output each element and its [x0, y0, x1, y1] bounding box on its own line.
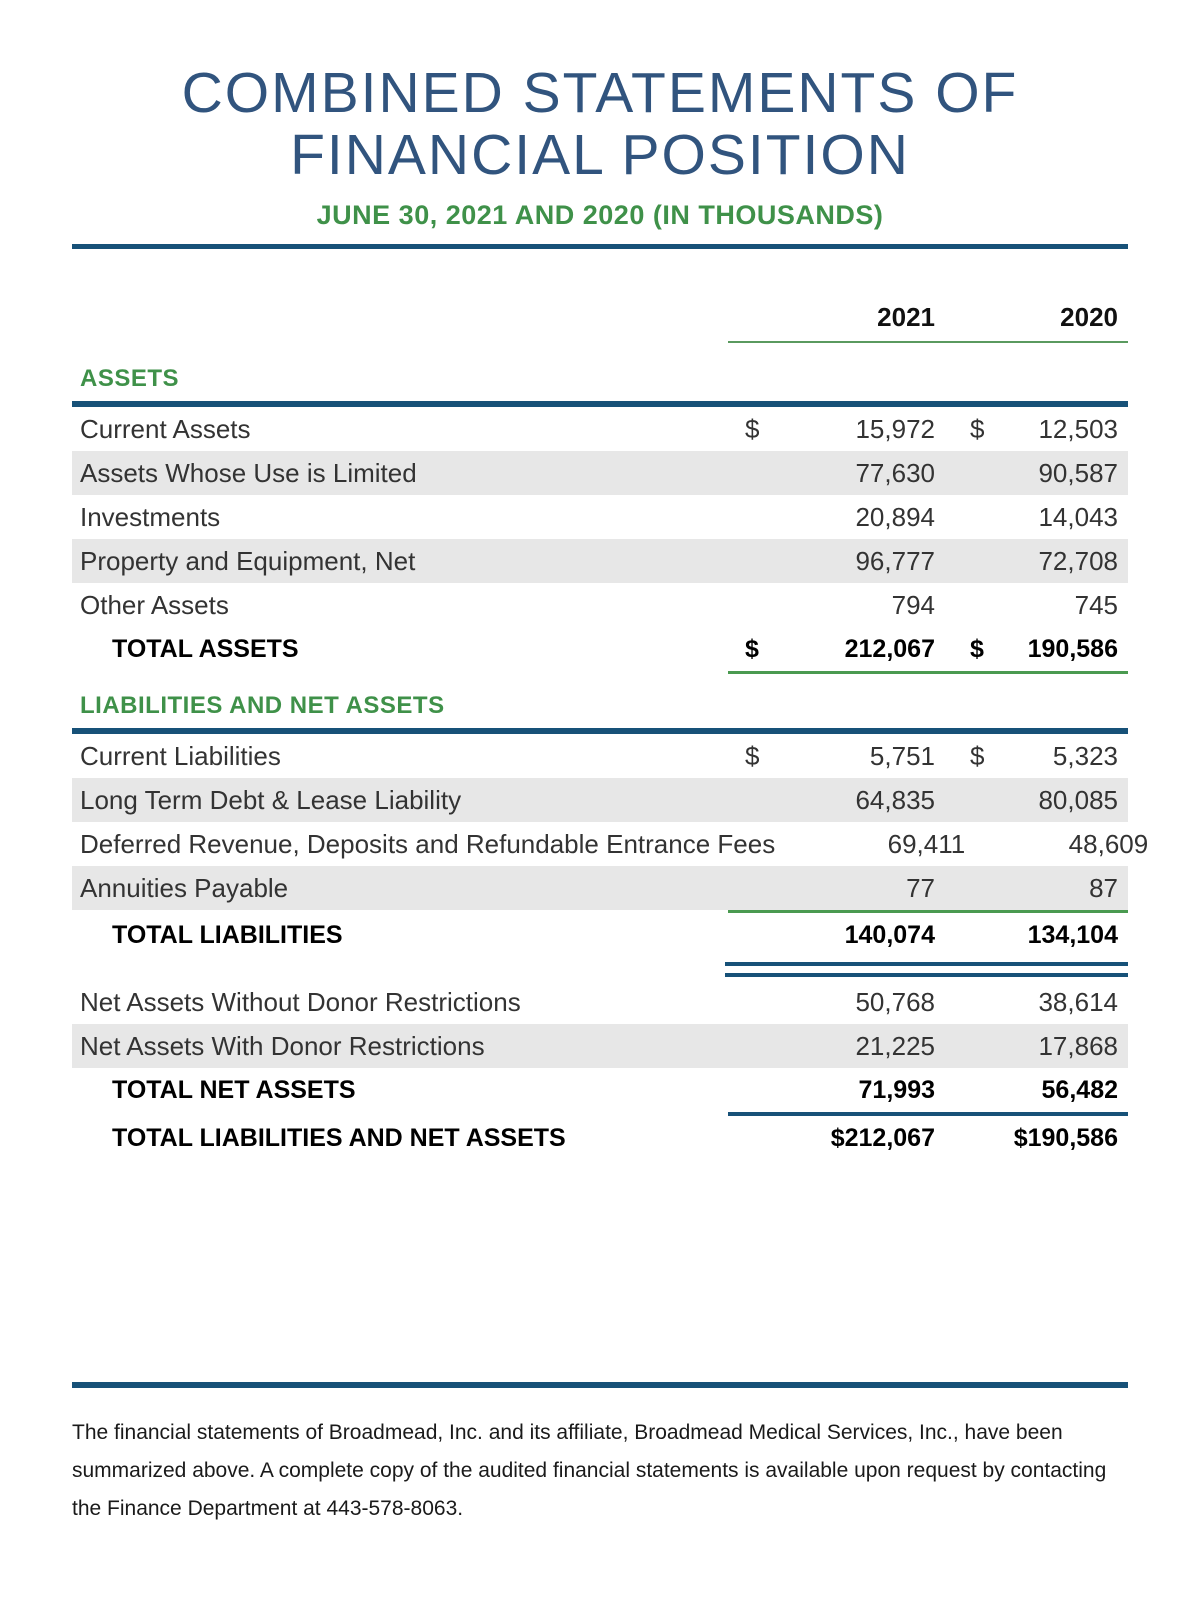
- page-title-line1: COMBINED STATEMENTS OF: [181, 61, 1019, 125]
- currency-symbol: $: [745, 413, 760, 444]
- assets-section-header: ASSETS: [80, 365, 180, 392]
- row-label: Current Assets: [80, 413, 251, 444]
- row-label: Property and Equipment, Net: [80, 545, 416, 576]
- total-liabilities-and-net-assets-row: TOTAL LIABILITIES AND NET ASSETS $212,06…: [72, 1116, 1128, 1160]
- value-2020: 17,868: [1038, 1030, 1118, 1061]
- page-subtitle: JUNE 30, 2021 AND 2020 (IN THOUSANDS): [316, 200, 884, 230]
- header-divider: [72, 244, 1128, 249]
- row-label: TOTAL NET ASSETS: [112, 1075, 356, 1104]
- value-2021: 69,411: [887, 828, 966, 859]
- footer-divider: [72, 1382, 1128, 1388]
- value-2021: 77: [906, 872, 935, 903]
- financial-statement-page: COMBINED STATEMENTS OF FINANCIAL POSITIO…: [0, 62, 1200, 1615]
- value-2020: 190,586: [1027, 634, 1118, 663]
- row-label: TOTAL LIABILITIES: [112, 920, 343, 949]
- currency-symbol: $: [970, 634, 984, 663]
- value-2020: 5,323: [1052, 740, 1118, 771]
- currency-symbol: $: [970, 740, 985, 771]
- table-row: Long Term Debt & Lease Liability 64,835 …: [72, 778, 1128, 822]
- row-label: TOTAL LIABILITIES AND NET ASSETS: [112, 1123, 566, 1152]
- table-row: Assets Whose Use is Limited 77,630 90,58…: [72, 451, 1128, 495]
- assets-divider: [72, 401, 1128, 407]
- value-2021: 21,225: [855, 1030, 935, 1061]
- row-label: Net Assets Without Donor Restrictions: [80, 986, 521, 1017]
- liabilities-section-header: LIABILITIES AND NET ASSETS: [80, 692, 445, 719]
- column-header-2021: 2021: [877, 302, 935, 332]
- table-row: Current Assets $ 15,972 $ 12,503: [72, 407, 1128, 451]
- table-row: Deferred Revenue, Deposits and Refundabl…: [72, 822, 1148, 866]
- liabilities-subtotal-underline: [728, 910, 1128, 913]
- total-assets-row: TOTAL ASSETS $ 212,067 $ 190,586: [72, 627, 1128, 671]
- value-2021: 20,894: [855, 501, 935, 532]
- value-2021: 15,972: [855, 413, 935, 444]
- row-label: Annuities Payable: [80, 872, 289, 903]
- row-label: Long Term Debt & Lease Liability: [80, 784, 462, 815]
- value-2020: 12,503: [1038, 413, 1118, 444]
- currency-symbol: $: [745, 740, 760, 771]
- statement-table: 2021 2020 ASSETS Current Assets $ 15,972…: [72, 297, 1148, 1160]
- row-label: Current Liabilities: [80, 740, 281, 771]
- total-net-assets-row: TOTAL NET ASSETS 71,993 56,482: [72, 1068, 1128, 1112]
- value-2020: 80,085: [1038, 784, 1118, 815]
- value-2021: 50,768: [855, 986, 935, 1017]
- table-row: Other Assets 794 745: [72, 583, 1128, 627]
- value-2021: 71,993: [858, 1075, 935, 1104]
- value-2020: 48,609: [1068, 828, 1149, 859]
- year-header-underline: [728, 341, 1128, 343]
- value-2020: 134,104: [1027, 920, 1118, 949]
- total-liabilities-double-underline: [725, 962, 1128, 977]
- value-2020: 56,482: [1041, 1075, 1118, 1104]
- table-row: Annuities Payable 77 87: [72, 866, 1128, 910]
- value-2020: 14,043: [1038, 501, 1118, 532]
- page-title: COMBINED STATEMENTS OF FINANCIAL POSITIO…: [72, 62, 1128, 186]
- value-2021: 140,074: [844, 920, 935, 949]
- value-2020: $190,586: [1013, 1123, 1118, 1152]
- value-2020: 87: [1089, 872, 1118, 903]
- value-2021: 64,835: [855, 784, 935, 815]
- value-2021: 212,067: [844, 634, 935, 663]
- value-2021: 794: [891, 589, 935, 620]
- value-2021: $212,067: [830, 1123, 935, 1152]
- row-label: Assets Whose Use is Limited: [80, 457, 417, 488]
- table-row: Net Assets With Donor Restrictions 21,22…: [72, 1024, 1128, 1068]
- value-2020: 90,587: [1038, 457, 1118, 488]
- liabilities-divider: [72, 728, 1128, 734]
- value-2021: 96,777: [855, 545, 935, 576]
- value-2021: 5,751: [869, 740, 935, 771]
- total-assets-underline: [728, 671, 1128, 674]
- row-label: Investments: [80, 501, 221, 532]
- row-label: Other Assets: [80, 589, 229, 620]
- row-label: Deferred Revenue, Deposits and Refundabl…: [80, 828, 776, 859]
- currency-symbol: $: [970, 413, 985, 444]
- row-label: TOTAL ASSETS: [112, 634, 299, 663]
- total-net-assets-underline: [728, 1112, 1128, 1116]
- column-header-2020: 2020: [1060, 302, 1118, 332]
- table-row: Current Liabilities $ 5,751 $ 5,323: [72, 734, 1128, 778]
- column-header-row: 2021 2020: [72, 297, 1128, 333]
- footer-note: The financial statements of Broadmead, I…: [72, 1421, 1107, 1520]
- value-2020: 72,708: [1038, 545, 1118, 576]
- spacer: [72, 1160, 1128, 1382]
- value-2021: 77,630: [855, 457, 935, 488]
- value-2020: 38,614: [1038, 986, 1118, 1017]
- table-row: Net Assets Without Donor Restrictions 50…: [72, 980, 1128, 1024]
- page-title-line2: FINANCIAL POSITION: [290, 123, 910, 187]
- value-2020: 745: [1074, 589, 1118, 620]
- table-row: Property and Equipment, Net 96,777 72,70…: [72, 539, 1128, 583]
- total-liabilities-row: TOTAL LIABILITIES 140,074 134,104: [72, 913, 1128, 957]
- currency-symbol: $: [745, 634, 759, 663]
- table-row: Investments 20,894 14,043: [72, 495, 1128, 539]
- row-label: Net Assets With Donor Restrictions: [80, 1030, 485, 1061]
